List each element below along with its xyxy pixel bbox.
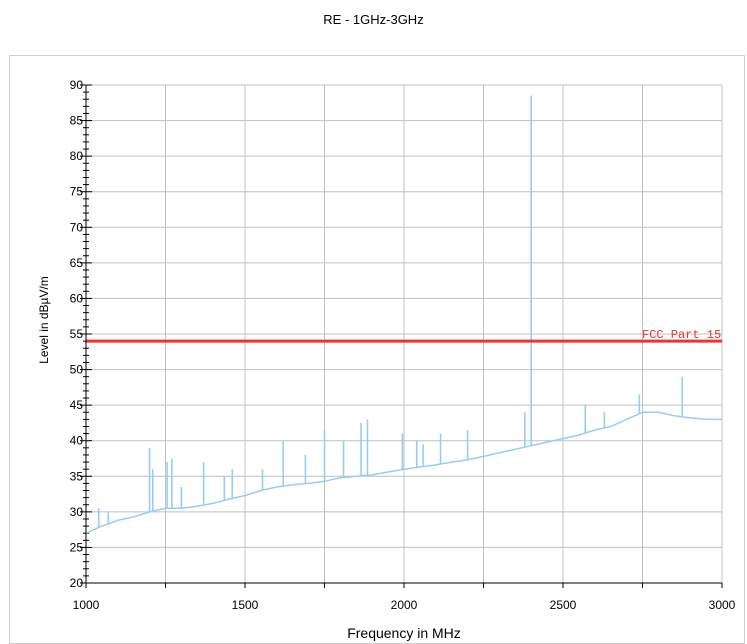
- y-tick-label: 25: [70, 540, 84, 554]
- x-tick-label: 1000: [73, 598, 100, 612]
- y-tick-label: 90: [70, 78, 84, 92]
- y-tick-labels: 20 25 30 35 40 45 50 55 60 65 70 75 80 85 90: [70, 78, 84, 590]
- spike-layer: [97, 95, 684, 528]
- y-tick-label: 30: [70, 505, 84, 519]
- measurement-line: [85, 411, 722, 534]
- y-tick-label: 75: [70, 185, 84, 199]
- y-tick-label: 40: [70, 434, 84, 448]
- y-axis-label: Level in dBµV/m: [37, 276, 51, 364]
- y-tick-label: 20: [70, 576, 84, 590]
- x-tick-label: 3000: [709, 598, 736, 612]
- x-axis-label: Frequency in MHz: [347, 625, 461, 641]
- y-tick-label: 85: [70, 114, 84, 128]
- x-tick-labels: 1000 1500 2000 2500 3000: [73, 598, 736, 612]
- y-tick-label: 80: [70, 149, 84, 163]
- y-tick-label: 45: [70, 398, 84, 412]
- x-tick-label: 2500: [550, 598, 577, 612]
- x-tick-label: 2000: [391, 598, 418, 612]
- y-tick-label: 65: [70, 256, 84, 270]
- y-tick-label: 55: [70, 327, 84, 341]
- limit-label: FCC Part 15: [642, 328, 721, 342]
- x-tick-label: 1500: [232, 598, 259, 612]
- grid-layer: [85, 84, 723, 584]
- y-tick-label: 70: [70, 220, 84, 234]
- y-tick-label: 35: [70, 469, 84, 483]
- y-tick-label: 50: [70, 363, 84, 377]
- y-tick-label: 60: [70, 291, 84, 305]
- chart-title: RE - 1GHz-3GHz: [323, 12, 424, 27]
